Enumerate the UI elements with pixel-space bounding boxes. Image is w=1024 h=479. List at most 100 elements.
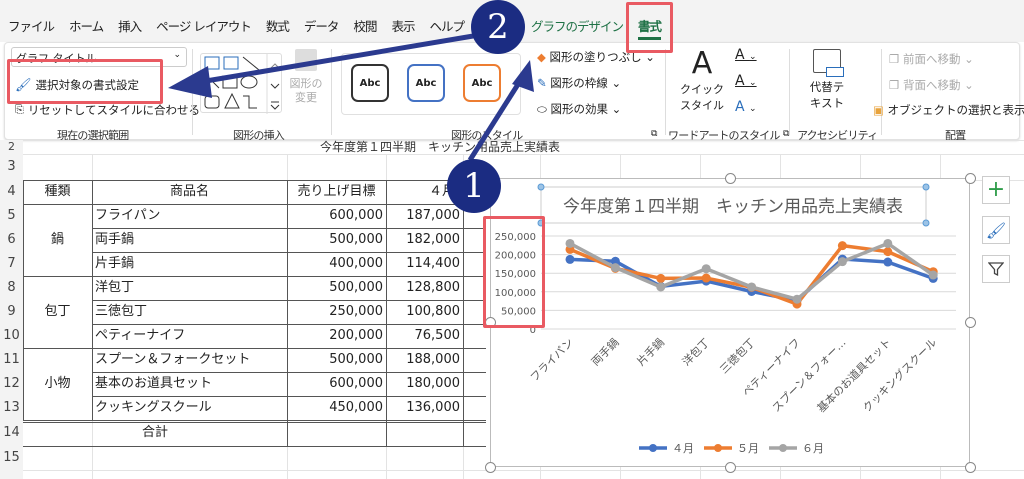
tab-8[interactable]: ヘルプ <box>429 19 465 34</box>
alt-text-label: 代替テ <box>809 80 845 94</box>
april-cell[interactable]: 136,000 <box>406 400 460 415</box>
shape-outline-button[interactable]: ✎ 図形の枠線 ⌄ <box>537 76 622 90</box>
row-number[interactable]: 8 <box>0 276 23 300</box>
row-number[interactable]: 10 <box>0 324 23 348</box>
product-name-cell[interactable]: 三徳包丁 <box>95 304 148 319</box>
product-name-cell[interactable]: スプーン＆フォークセット <box>95 352 251 367</box>
bring-forward-button: ❐ 前面へ移動 ⌄ <box>889 52 974 66</box>
category-cell[interactable]: 小物 <box>44 376 71 391</box>
chart-elements-button[interactable]: + <box>982 176 1010 204</box>
header-cell[interactable]: 商品名 <box>169 184 209 199</box>
tab-2[interactable]: 挿入 <box>118 19 142 34</box>
product-name-cell[interactable]: 両手鍋 <box>95 232 135 247</box>
target-cell[interactable]: 600,000 <box>329 376 383 391</box>
text-outline-button[interactable]: A ⌄ <box>735 73 757 89</box>
target-cell[interactable]: 400,000 <box>329 256 383 271</box>
tab-3[interactable]: ページ レイアウト <box>156 19 252 34</box>
target-cell[interactable]: 250,000 <box>329 304 383 319</box>
brush-icon: 🖌 <box>985 220 1007 240</box>
april-cell[interactable]: 114,400 <box>406 256 460 271</box>
reset-style-button[interactable]: ⎘ リセットしてスタイルに合わせる <box>15 101 200 119</box>
tab-10[interactable]: 書式 <box>638 16 662 40</box>
april-cell[interactable]: 182,000 <box>406 232 460 247</box>
april-cell[interactable]: 187,000 <box>406 208 460 223</box>
dialog-launcher-icon[interactable]: ⧉ <box>783 129 790 139</box>
target-cell[interactable]: 450,000 <box>329 400 383 415</box>
chart-styles-button[interactable]: 🖌 <box>982 216 1010 244</box>
row-number[interactable]: 9 <box>0 300 23 324</box>
tab-7[interactable]: 表示 <box>391 19 415 34</box>
cell-border <box>92 300 486 301</box>
legend-marker <box>649 444 657 452</box>
total-label-cell[interactable]: 合計 <box>141 425 168 440</box>
row-number[interactable]: 15 <box>0 446 23 470</box>
target-cell[interactable]: 200,000 <box>329 328 383 343</box>
shape-style-blue[interactable]: Abc <box>407 64 445 102</box>
row-number[interactable]: 4 <box>0 180 23 204</box>
row-number[interactable]: 5 <box>0 204 23 228</box>
format-selection-label: 選択対象の書式設定 <box>35 78 140 92</box>
dialog-launcher-icon[interactable]: ⧉ <box>651 129 658 139</box>
tab-4[interactable]: 数式 <box>265 19 290 34</box>
resize-handle[interactable] <box>965 462 976 473</box>
product-name-cell[interactable]: フライパン <box>95 208 161 223</box>
text-fill-button[interactable]: A ⌄ <box>735 47 757 63</box>
chart-filters-button[interactable] <box>982 255 1010 283</box>
tab-5[interactable]: データ <box>303 19 340 34</box>
row-number[interactable]: 7 <box>0 252 23 276</box>
alt-text-button[interactable]: 代替テ キスト <box>805 49 849 111</box>
resize-handle[interactable] <box>965 317 976 328</box>
shape-style-orange[interactable]: Abc <box>463 64 501 102</box>
quick-styles-button[interactable]: A クイック スタイル <box>677 47 727 113</box>
row-number[interactable]: 2 <box>0 140 23 154</box>
row-number[interactable]: 11 <box>0 348 23 372</box>
april-cell[interactable]: 76,500 <box>414 328 461 343</box>
april-cell[interactable]: 180,000 <box>406 376 460 391</box>
header-cell[interactable]: 種類 <box>44 184 71 199</box>
chart[interactable]: 今年度第１四半期 キッチン用品売上実績表 0 50,000 100,000 150,00… <box>485 173 976 473</box>
resize-handle[interactable] <box>725 462 736 473</box>
gridline <box>23 470 1024 471</box>
shape-effects-button[interactable]: ⬭ 図形の効果 ⌄ <box>537 102 622 116</box>
style-sample-text: Abc <box>359 77 381 89</box>
row-number[interactable]: 3 <box>0 154 23 180</box>
text-effects-button[interactable]: A ⌄ <box>735 99 757 115</box>
category-cell[interactable]: 鍋 <box>50 232 64 247</box>
cell-border <box>463 180 464 446</box>
product-name-cell[interactable]: 洋包丁 <box>95 280 135 295</box>
shape-fill-button[interactable]: ◆ 図形の塗りつぶし ⌄ <box>537 50 655 64</box>
cell-border <box>23 180 24 420</box>
format-selection-button[interactable]: 🖌 選択対象の書式設定 <box>15 75 139 95</box>
tab-6[interactable]: 校閲 <box>353 19 377 34</box>
product-name-cell[interactable]: 基本のお道具セット <box>95 376 213 391</box>
legend-marker <box>779 444 787 452</box>
title-handle <box>922 183 930 191</box>
target-cell[interactable]: 500,000 <box>329 232 383 247</box>
resize-handle[interactable] <box>725 173 736 184</box>
worksheet[interactable]: 2 3 4 5 6 7 8 9 10 11 12 13 14 15 今年度第１四半期 キッチン用品売上実績表… <box>0 140 1024 479</box>
resize-handle[interactable] <box>965 173 976 184</box>
target-cell[interactable]: 500,000 <box>329 280 383 295</box>
row-number[interactable]: 12 <box>0 372 23 396</box>
target-cell[interactable]: 600,000 <box>329 208 383 223</box>
row-number[interactable]: 13 <box>0 396 23 420</box>
shape-style-dark[interactable]: Abc <box>351 64 389 102</box>
chart-title-box <box>540 186 927 224</box>
tab-1[interactable]: ホーム <box>69 19 104 34</box>
target-cell[interactable]: 500,000 <box>329 352 383 367</box>
product-name-cell[interactable]: クッキングスクール <box>95 400 212 415</box>
april-cell[interactable]: 100,800 <box>406 304 460 319</box>
april-cell[interactable]: 128,800 <box>406 280 460 295</box>
title-cell[interactable]: 今年度第１四半期 キッチン用品売上実績表 <box>320 140 561 154</box>
tab-9[interactable]: グラフのデザイン <box>530 19 624 34</box>
category-cell[interactable]: 包丁 <box>44 304 71 319</box>
row-number[interactable]: 14 <box>0 420 23 446</box>
tab-0[interactable]: ファイル <box>8 19 55 34</box>
header-cell[interactable]: 売り上げ目標 <box>297 184 376 199</box>
product-name-cell[interactable]: ペティーナイフ <box>95 328 186 343</box>
product-name-cell[interactable]: 片手鍋 <box>95 256 135 271</box>
selection-pane-button[interactable]: ▣ オブジェクトの選択と表示 <box>873 102 1024 118</box>
april-cell[interactable]: 188,000 <box>406 352 460 367</box>
row-number[interactable]: 6 <box>0 228 23 252</box>
resize-handle[interactable] <box>485 462 496 473</box>
